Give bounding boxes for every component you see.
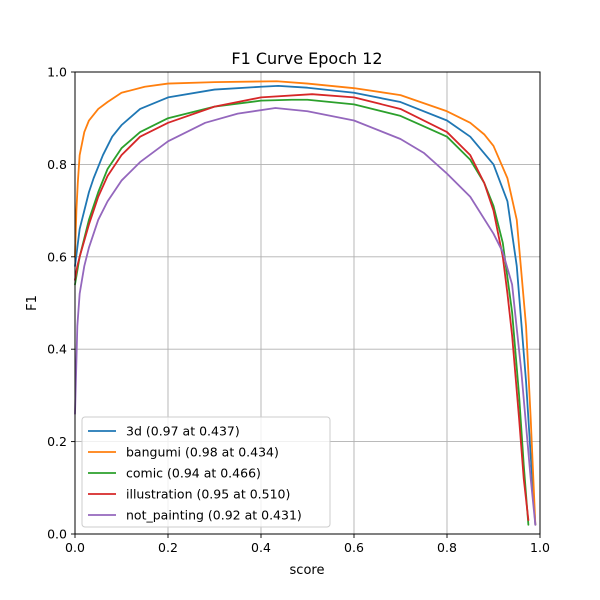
x-tick-label: 0.0 bbox=[65, 540, 85, 555]
legend-entries: 3d (0.97 at 0.437) bangumi (0.98 at 0.434… bbox=[88, 424, 302, 523]
legend-label-bangumi: bangumi (0.98 at 0.434) bbox=[126, 445, 279, 460]
series-line-not-painting bbox=[74, 107, 537, 526]
y-tick-label: 0.0 bbox=[47, 527, 67, 542]
plot-frame bbox=[74, 71, 541, 535]
series-line-3d bbox=[74, 84, 537, 526]
x-tick-label: 1.0 bbox=[530, 540, 550, 555]
tick-layer: 0.0 0.2 0.4 0.6 0.8 1.0 0.0 0.2 0.4 0.6 0.8 1.0 bbox=[47, 65, 550, 556]
legend: 3d (0.97 at 0.437) bangumi (0.98 at 0.434… bbox=[81, 416, 331, 528]
x-axis-label: score bbox=[290, 563, 325, 578]
y-tick-label: 0.8 bbox=[47, 157, 67, 172]
chart-title: F1 Curve Epoch 12 bbox=[231, 49, 382, 68]
x-tick-label: 0.4 bbox=[251, 540, 271, 555]
legend-label-not-painting: not_painting (0.92 at 0.431) bbox=[126, 508, 302, 523]
y-tick-label: 0.2 bbox=[47, 434, 67, 449]
series-line-bangumi bbox=[74, 80, 537, 526]
legend-box bbox=[81, 416, 331, 528]
x-tick-label: 0.2 bbox=[158, 540, 178, 555]
y-axis-label: F1 bbox=[25, 295, 40, 311]
y-tick-label: 1.0 bbox=[47, 65, 67, 80]
legend-label-comic: comic (0.94 at 0.466) bbox=[126, 466, 261, 481]
x-tick-label: 0.8 bbox=[437, 540, 457, 555]
series-layer bbox=[74, 80, 537, 526]
y-tick-label: 0.4 bbox=[47, 342, 67, 357]
y-tick-label: 0.6 bbox=[47, 249, 67, 264]
x-tick-label: 0.6 bbox=[344, 540, 364, 555]
series-line-illustration bbox=[74, 93, 530, 522]
series-line-comic bbox=[74, 98, 530, 526]
legend-label-3d: 3d (0.97 at 0.437) bbox=[126, 424, 240, 439]
legend-label-illustration: illustration (0.95 at 0.510) bbox=[126, 487, 290, 502]
